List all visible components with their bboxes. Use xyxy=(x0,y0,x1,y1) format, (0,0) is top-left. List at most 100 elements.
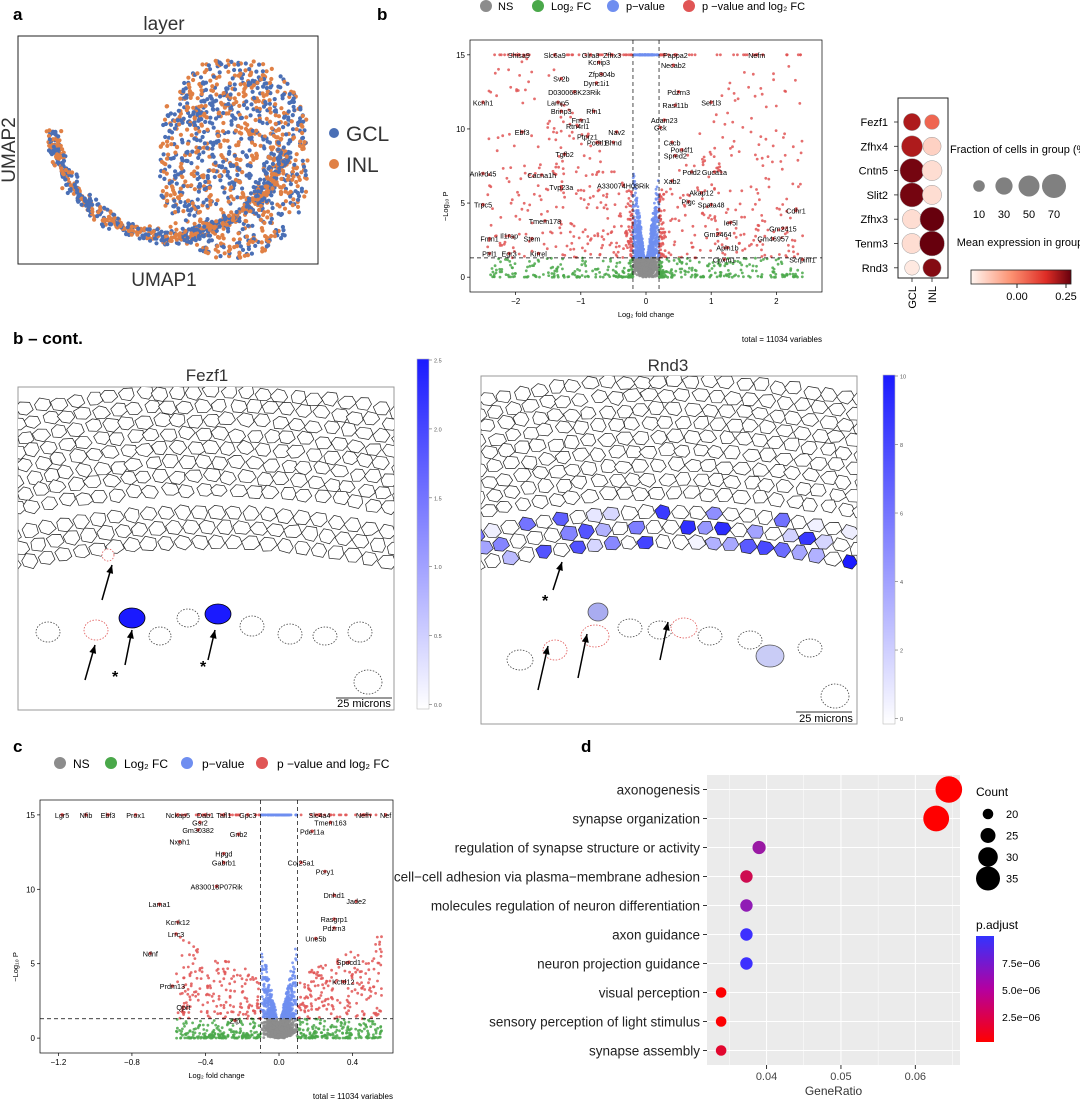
umap-point xyxy=(279,176,284,181)
volcano-point xyxy=(633,194,636,197)
colorbar-tick-label: 2.0 xyxy=(434,427,442,433)
gene-label: Pigc xyxy=(681,198,695,207)
umap-point xyxy=(238,157,243,163)
umap-point xyxy=(261,168,267,173)
volcano-point xyxy=(750,116,753,120)
umap-point xyxy=(46,133,52,139)
umap-point xyxy=(290,113,295,118)
volcano-point xyxy=(633,218,637,222)
volcano-point xyxy=(594,273,598,276)
umap-point xyxy=(244,204,249,209)
umap-point xyxy=(248,191,254,196)
umap-point xyxy=(234,209,239,215)
volcano-point xyxy=(719,274,722,278)
umap-point xyxy=(51,144,56,149)
umap-point xyxy=(195,165,200,170)
volcano-point xyxy=(691,224,695,228)
volcano-point xyxy=(779,213,783,217)
umap-point xyxy=(195,197,200,202)
volcano-point xyxy=(612,225,616,229)
volcano-point xyxy=(799,182,802,186)
umap-point xyxy=(239,136,244,141)
volcano-point xyxy=(801,234,804,238)
umap-point xyxy=(219,207,224,212)
umap-point xyxy=(237,68,243,73)
umap-point xyxy=(249,63,254,68)
umap-point xyxy=(257,119,262,124)
volcano-point xyxy=(636,53,640,57)
umap-point xyxy=(258,203,263,209)
umap-point xyxy=(229,194,234,199)
volcano-point xyxy=(723,253,727,256)
dotplot-gene-label: Fezf1 xyxy=(860,117,888,129)
dotplot-group-label: INL xyxy=(927,286,939,303)
volcano-point xyxy=(672,243,676,247)
volcano-point xyxy=(775,206,779,210)
volcano-point xyxy=(644,268,648,271)
umap-point xyxy=(191,110,196,115)
volcano-point xyxy=(787,65,791,68)
volcano-point xyxy=(733,99,737,102)
volcano-point xyxy=(641,248,645,252)
volcano-point xyxy=(683,273,687,276)
volcano-point xyxy=(743,215,746,219)
umap-point xyxy=(195,171,200,176)
umap-point xyxy=(196,233,201,239)
umap-point xyxy=(115,221,120,226)
volcano-point xyxy=(593,234,596,238)
volcano-point xyxy=(734,235,738,239)
umap-point xyxy=(302,194,307,199)
volcano-point xyxy=(598,271,601,274)
volcano-point xyxy=(727,275,731,279)
umap-point xyxy=(295,204,301,209)
umap-point xyxy=(175,172,181,177)
volcano-point xyxy=(651,256,655,260)
umap-point xyxy=(281,92,286,97)
volcano-point xyxy=(572,235,576,238)
volcano-point xyxy=(523,254,526,258)
umap-point xyxy=(203,119,208,124)
volcano-point xyxy=(558,226,562,230)
volcano-point xyxy=(715,275,719,279)
umap-point xyxy=(219,153,224,158)
umap-point xyxy=(240,208,245,213)
umap-point xyxy=(226,199,231,204)
umap-point xyxy=(178,199,183,205)
umap-point xyxy=(298,107,303,112)
volcano-point xyxy=(791,245,795,249)
volcano-point xyxy=(799,151,803,155)
umap-point xyxy=(178,164,183,169)
umap-point xyxy=(234,244,240,249)
umap-point xyxy=(272,156,277,161)
umap-point xyxy=(184,158,189,163)
umap-point xyxy=(197,82,202,87)
umap-point xyxy=(289,119,294,124)
umap-point xyxy=(175,118,180,123)
volcano-point xyxy=(589,252,593,256)
umap-point xyxy=(244,234,250,239)
volcano-point xyxy=(574,192,578,196)
umap-point xyxy=(176,108,181,113)
volcano-point xyxy=(644,263,648,267)
umap-point xyxy=(235,172,240,177)
volcano-point xyxy=(723,264,727,268)
volcano-point xyxy=(779,260,783,264)
volcano-point xyxy=(629,254,633,257)
umap-point xyxy=(243,210,248,215)
volcano-point xyxy=(654,205,658,209)
umap-point xyxy=(159,159,165,164)
volcano-point xyxy=(635,212,639,216)
gene-label: A330074H08Rik xyxy=(597,181,650,190)
volcano-point xyxy=(701,163,705,167)
volcano-point xyxy=(527,80,530,84)
size-legend-dot xyxy=(973,180,985,192)
umap-point xyxy=(137,236,142,241)
umap-point xyxy=(165,139,170,144)
umap-point xyxy=(210,230,216,235)
umap-point xyxy=(168,122,174,127)
volcano-point xyxy=(791,145,795,149)
volcano-point xyxy=(498,275,502,279)
umap-point xyxy=(268,220,273,225)
umap-point xyxy=(129,224,135,229)
umap-point xyxy=(172,191,177,197)
